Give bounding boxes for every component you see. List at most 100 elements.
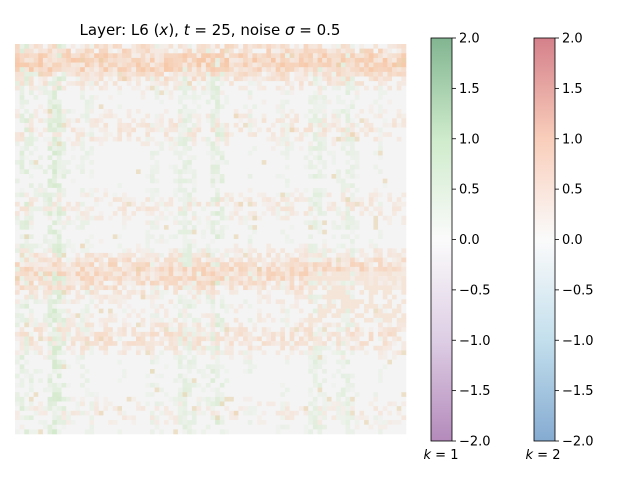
heatmap-cell [284, 164, 290, 170]
heatmap-cell [373, 127, 379, 133]
heatmap-cell [401, 299, 407, 305]
heatmap-cell [94, 160, 100, 166]
heatmap-cell [159, 262, 165, 268]
heatmap-cell [103, 81, 109, 87]
heatmap-cell [19, 276, 25, 282]
heatmap-cell [210, 99, 216, 105]
heatmap-cell [56, 48, 62, 54]
heatmap-cell [173, 248, 179, 254]
heatmap-cell [196, 160, 202, 166]
heatmap-cell [98, 197, 104, 203]
heatmap-cell [271, 248, 276, 254]
heatmap-cell [224, 85, 230, 91]
heatmap-cell [317, 53, 323, 59]
heatmap-cell [312, 62, 318, 68]
heatmap-cell [210, 48, 216, 54]
heatmap-cell [182, 146, 188, 152]
heatmap-cell [257, 62, 262, 68]
heatmap-cell [89, 225, 95, 231]
heatmap-cell [149, 90, 155, 96]
heatmap-cell [359, 141, 365, 147]
heatmap-cell [257, 290, 262, 296]
heatmap-cell [177, 266, 183, 272]
heatmap-cell [89, 266, 95, 272]
heatmap-cell [368, 262, 374, 268]
heatmap-cell [163, 299, 169, 305]
heatmap-cell [126, 99, 132, 105]
heatmap-cell [298, 313, 304, 319]
heatmap-cell [312, 44, 318, 49]
heatmap-cell [108, 220, 114, 226]
heatmap-cell [19, 90, 25, 96]
heatmap-cell [33, 141, 39, 147]
heatmap-cell [340, 290, 346, 296]
heatmap-cell [238, 276, 244, 282]
heatmap-cell [280, 71, 286, 77]
heatmap-cell [187, 71, 193, 77]
heatmap-cell [294, 239, 300, 244]
heatmap-cell [392, 211, 397, 217]
heatmap-cell [257, 299, 262, 305]
heatmap-cell [136, 71, 141, 77]
heatmap-cell [33, 276, 39, 282]
heatmap-cell [233, 234, 239, 240]
heatmap-cell [159, 174, 165, 179]
heatmap-cell [247, 285, 253, 291]
heatmap-cell [266, 81, 272, 87]
heatmap-cell [42, 308, 48, 314]
heatmap-cell [266, 122, 272, 128]
heatmap-cell [354, 211, 360, 217]
heatmap-cell [219, 243, 225, 249]
heatmap-cell [261, 141, 267, 147]
heatmap-cell [89, 308, 95, 314]
heatmap-cell [266, 201, 272, 207]
heatmap-cell [336, 243, 342, 249]
heatmap-cell [80, 141, 86, 147]
heatmap-cell [322, 187, 328, 193]
heatmap-cell [238, 294, 244, 300]
heatmap-cell [61, 146, 67, 152]
heatmap-cell [28, 234, 34, 240]
heatmap-cell [117, 146, 123, 152]
heatmap-cell [345, 234, 351, 240]
heatmap-cell [33, 262, 39, 268]
heatmap-cell [373, 192, 379, 198]
heatmap-cell [224, 262, 230, 268]
heatmap-cell [177, 220, 183, 226]
heatmap-cell [392, 104, 397, 110]
heatmap-cell [233, 146, 239, 152]
heatmap-cell [84, 104, 90, 110]
heatmap-cell [229, 44, 235, 49]
heatmap-cell [284, 192, 290, 198]
heatmap-cell [52, 308, 58, 314]
heatmap-cell [154, 118, 160, 124]
heatmap-cell [191, 229, 197, 235]
heatmap-cell [84, 317, 90, 323]
heatmap-cell [275, 174, 281, 179]
heatmap-cell [308, 174, 314, 179]
heatmap-cell [219, 109, 225, 114]
heatmap-cell [24, 280, 30, 286]
heatmap-cell [98, 304, 104, 309]
heatmap-cell [331, 57, 337, 63]
heatmap-cell [168, 99, 174, 105]
heatmap-cell [229, 183, 235, 189]
heatmap-cell [173, 169, 179, 175]
heatmap-cell [317, 85, 323, 91]
heatmap-cell [261, 71, 267, 77]
heatmap-cell [219, 155, 225, 161]
heatmap-cell [61, 243, 67, 249]
heatmap-cell [233, 118, 239, 124]
heatmap-cell [89, 178, 95, 184]
heatmap-cell [33, 113, 39, 119]
heatmap-cell [373, 113, 379, 119]
heatmap-cell [38, 90, 44, 96]
heatmap-cell [149, 169, 155, 175]
heatmap-cell [387, 127, 393, 133]
heatmap-cell [364, 285, 370, 291]
heatmap-cell [136, 248, 141, 254]
heatmap-cell [308, 104, 314, 110]
heatmap-cell [131, 294, 137, 300]
heatmap-cell [331, 113, 337, 119]
heatmap-cell [42, 90, 48, 96]
